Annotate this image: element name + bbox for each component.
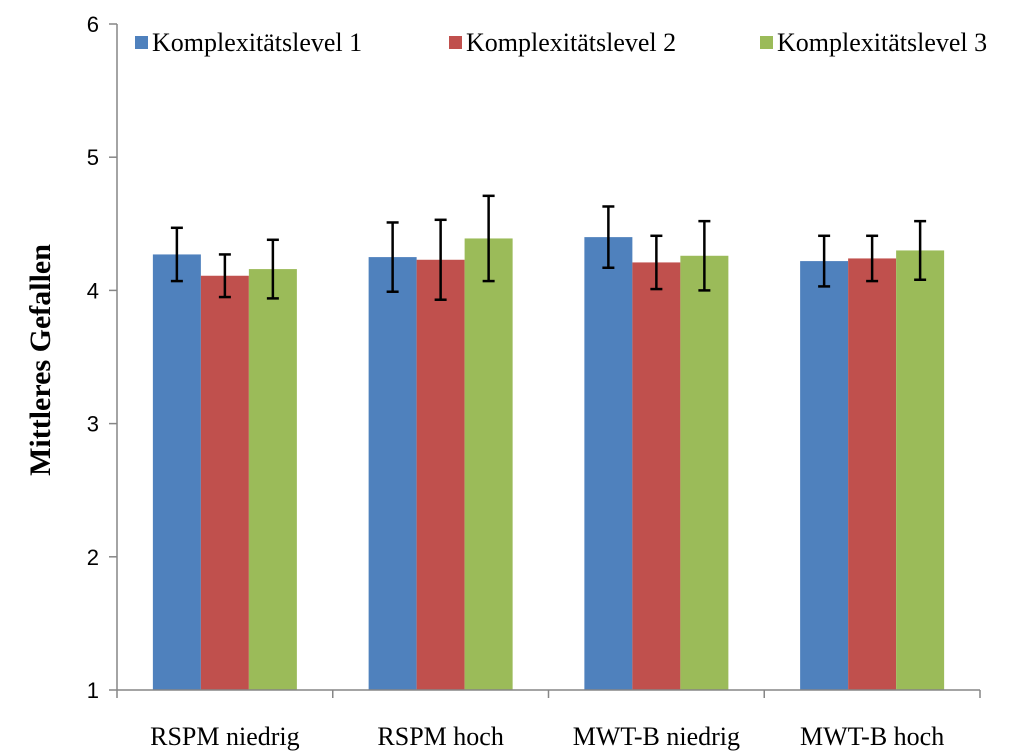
bar-1-4 <box>800 261 849 690</box>
bar-2-4 <box>848 258 897 690</box>
bar-1-3 <box>584 237 633 690</box>
bar-2-3 <box>632 262 681 690</box>
error-bar <box>482 194 495 283</box>
bar-1-1 <box>152 254 201 690</box>
bar-3-4 <box>896 250 945 690</box>
legend-swatch <box>760 36 773 49</box>
y-tick-label: 4 <box>87 278 99 303</box>
legend-label: Komplexitätslevel 1 <box>152 28 362 57</box>
legend-item: Komplexitätslevel 2 <box>449 28 676 57</box>
axes <box>116 24 981 698</box>
error-bar <box>602 205 615 270</box>
error-bar <box>266 238 279 300</box>
y-tick-label: 1 <box>87 678 99 703</box>
bar-3-3 <box>680 255 729 690</box>
y-tick-label: 3 <box>87 412 99 437</box>
error-bar <box>650 234 663 291</box>
legend-item: Komplexitätslevel 1 <box>135 28 362 57</box>
bar-1-2 <box>368 257 417 690</box>
y-axis-ticks: 1 2 3 4 5 6 <box>87 12 117 703</box>
y-tick-label: 5 <box>87 145 99 170</box>
bar-3-2 <box>464 238 513 690</box>
legend: Komplexitätslevel 1 Komplexitätslevel 2 Ko… <box>135 28 987 57</box>
x-category-label: RSPM niedrig <box>150 722 300 751</box>
bar-2-1 <box>200 275 249 690</box>
bar-3-1 <box>248 269 297 690</box>
error-bar <box>866 234 879 283</box>
legend-label: Komplexitätslevel 3 <box>777 28 987 57</box>
legend-swatch <box>449 36 462 49</box>
error-bar <box>914 219 927 281</box>
error-bar <box>170 226 183 283</box>
error-bar <box>818 234 831 288</box>
category-labels: RSPM niedrig RSPM hoch MWT-B niedrig MWT-B … <box>150 722 944 751</box>
error-bar <box>386 221 399 293</box>
error-bars <box>170 194 927 301</box>
x-category-label: MWT-B niedrig <box>573 722 740 751</box>
y-tick-label: 2 <box>87 545 99 570</box>
y-axis-label: Mittleres Gefallen <box>24 244 57 476</box>
x-category-label: MWT-B hoch <box>800 722 944 751</box>
bars <box>152 237 945 690</box>
error-bar <box>434 218 447 301</box>
bar-2-2 <box>416 259 465 690</box>
legend-swatch <box>135 36 148 49</box>
error-bar <box>698 219 711 292</box>
y-tick-label: 6 <box>87 12 99 37</box>
x-category-label: RSPM hoch <box>377 722 503 751</box>
legend-item: Komplexitätslevel 3 <box>760 28 987 57</box>
error-bar <box>218 253 231 299</box>
legend-label: Komplexitätslevel 2 <box>466 28 676 57</box>
